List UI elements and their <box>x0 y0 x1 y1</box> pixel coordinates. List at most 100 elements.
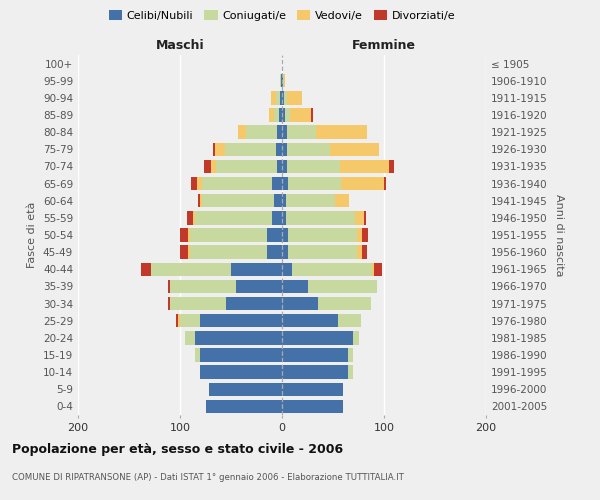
Bar <box>247 126 277 139</box>
Bar <box>211 160 216 173</box>
Bar <box>193 211 196 224</box>
Bar <box>362 246 367 259</box>
Bar <box>311 108 313 122</box>
Bar <box>178 314 180 328</box>
Bar <box>282 280 308 293</box>
Bar <box>282 108 285 122</box>
Bar <box>276 91 280 104</box>
Bar <box>349 348 353 362</box>
Bar <box>202 194 274 207</box>
Bar <box>362 228 368 241</box>
Bar <box>267 228 282 241</box>
Bar <box>225 142 276 156</box>
Bar <box>277 160 282 173</box>
Bar <box>188 228 190 241</box>
Bar <box>277 126 282 139</box>
Bar <box>358 246 362 259</box>
Bar <box>185 331 196 344</box>
Bar <box>353 331 359 344</box>
Bar <box>286 194 335 207</box>
Bar <box>288 246 358 259</box>
Bar <box>364 211 365 224</box>
Bar <box>231 262 282 276</box>
Bar <box>286 211 355 224</box>
Bar <box>190 246 267 259</box>
Bar <box>180 246 188 259</box>
Bar <box>187 211 193 224</box>
Bar <box>282 314 338 328</box>
Bar <box>389 160 394 173</box>
Bar <box>282 74 283 88</box>
Bar <box>282 348 349 362</box>
Bar <box>282 142 287 156</box>
Text: Femmine: Femmine <box>352 38 416 52</box>
Bar <box>274 194 282 207</box>
Bar <box>288 228 358 241</box>
Bar <box>372 262 374 276</box>
Bar <box>340 160 389 173</box>
Bar <box>272 211 282 224</box>
Bar <box>276 142 282 156</box>
Bar <box>190 228 267 241</box>
Bar <box>287 142 330 156</box>
Bar <box>284 74 285 88</box>
Bar <box>196 211 272 224</box>
Bar <box>338 314 361 328</box>
Bar <box>285 108 290 122</box>
Bar <box>196 331 282 344</box>
Bar <box>282 246 288 259</box>
Bar <box>209 382 282 396</box>
Bar <box>308 280 377 293</box>
Bar <box>282 382 343 396</box>
Bar <box>282 160 287 173</box>
Bar <box>226 297 282 310</box>
Bar <box>200 314 282 328</box>
Bar <box>290 108 311 122</box>
Bar <box>287 126 316 139</box>
Bar <box>170 297 226 310</box>
Bar <box>282 331 353 344</box>
Text: COMUNE DI RIPATRANSONE (AP) - Dati ISTAT 1° gennaio 2006 - Elaborazione TUTTITAL: COMUNE DI RIPATRANSONE (AP) - Dati ISTAT… <box>12 472 404 482</box>
Bar <box>282 262 292 276</box>
Bar <box>282 211 286 224</box>
Text: Popolazione per età, sesso e stato civile - 2006: Popolazione per età, sesso e stato civil… <box>12 442 343 456</box>
Bar <box>202 177 272 190</box>
Bar <box>188 246 190 259</box>
Bar <box>200 194 202 207</box>
Bar <box>267 246 282 259</box>
Bar <box>282 297 318 310</box>
Bar <box>272 177 282 190</box>
Bar <box>282 228 288 241</box>
Bar <box>197 177 202 190</box>
Bar <box>215 142 225 156</box>
Bar <box>141 262 151 276</box>
Bar <box>282 366 349 379</box>
Bar <box>280 91 282 104</box>
Bar <box>318 297 371 310</box>
Bar <box>349 366 353 379</box>
Y-axis label: Anni di nascita: Anni di nascita <box>554 194 564 276</box>
Bar <box>180 314 200 328</box>
Bar <box>374 262 382 276</box>
Bar <box>288 177 341 190</box>
Bar <box>196 348 200 362</box>
Bar <box>280 74 281 88</box>
Bar <box>282 177 288 190</box>
Bar <box>316 126 367 139</box>
Bar <box>282 126 287 139</box>
Bar <box>269 108 274 122</box>
Text: Maschi: Maschi <box>155 38 205 52</box>
Bar <box>191 177 197 190</box>
Bar <box>282 400 343 413</box>
Bar <box>358 228 362 241</box>
Bar <box>151 262 231 276</box>
Bar <box>212 142 215 156</box>
Bar <box>355 211 364 224</box>
Bar <box>206 400 282 413</box>
Bar <box>200 348 282 362</box>
Bar <box>238 126 247 139</box>
Bar <box>287 91 302 104</box>
Bar <box>384 177 386 190</box>
Y-axis label: Fasce di età: Fasce di età <box>28 202 37 268</box>
Bar <box>284 91 287 104</box>
